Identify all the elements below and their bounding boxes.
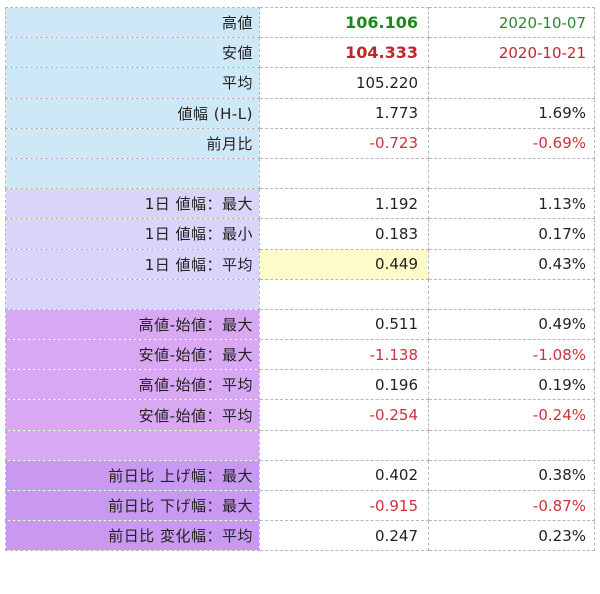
low-date-cell: 2020-10-21: [428, 37, 595, 69]
table-row: 高値 106.106 2020-10-07: [5, 6, 595, 39]
row-label: 安値: [5, 37, 260, 69]
value-cell: -0.723: [259, 127, 429, 159]
spacer-row: [5, 429, 595, 461]
percent-cell: 0.38%: [428, 459, 595, 492]
table-row: 前月比 -0.723 -0.69%: [5, 127, 595, 159]
row-label: 平均: [5, 67, 260, 99]
table-row: 高値-始値：平均 0.196 0.19%: [5, 369, 595, 401]
percent-cell: 1.13%: [428, 188, 595, 220]
row-label: 前日比 変化幅：平均: [5, 520, 260, 552]
percent-cell: 0.19%: [428, 369, 595, 401]
value-cell: [259, 157, 429, 190]
low-value-cell: 104.333: [259, 37, 429, 69]
row-label: 値幅 (H-L): [5, 97, 260, 129]
highlighted-value-cell: 0.449: [259, 248, 429, 280]
row-label: [5, 278, 260, 310]
percent-cell: 0.49%: [428, 308, 595, 341]
table-row: 前日比 上げ幅：最大 0.402 0.38%: [5, 459, 595, 492]
value-cell: 0.247: [259, 520, 429, 552]
row-label: 1日 値幅：平均: [5, 248, 260, 280]
value-cell: 1.192: [259, 188, 429, 220]
table-row: 値幅 (H-L) 1.773 1.69%: [5, 97, 595, 129]
value-cell: 0.183: [259, 218, 429, 250]
row-label: 前日比 上げ幅：最大: [5, 459, 260, 492]
value-cell: -0.915: [259, 489, 429, 522]
row-label: 安値-始値：平均: [5, 399, 260, 431]
percent-cell: -0.69%: [428, 127, 595, 159]
table-row: 前日比 下げ幅：最大 -0.915 -0.87%: [5, 489, 595, 522]
value-cell: [259, 429, 429, 461]
row-label: 1日 値幅：最大: [5, 188, 260, 220]
table-row: 安値 104.333 2020-10-21: [5, 37, 595, 69]
row-label: 前日比 下げ幅：最大: [5, 489, 260, 522]
table-row: 安値-始値：平均 -0.254 -0.24%: [5, 399, 595, 431]
percent-cell: [428, 157, 595, 190]
price-statistics-table: 高値 106.106 2020-10-07 安値 104.333 2020-10…: [5, 6, 595, 552]
table-row: 安値-始値：最大 -1.138 -1.08%: [5, 339, 595, 371]
percent-cell: 0.17%: [428, 218, 595, 250]
table-row: 1日 値幅：平均 0.449 0.43%: [5, 248, 595, 280]
percent-cell: 0.43%: [428, 248, 595, 280]
table-row: 1日 値幅：最小 0.183 0.17%: [5, 218, 595, 250]
table-row: 1日 値幅：最大 1.192 1.13%: [5, 188, 595, 220]
row-label: 高値-始値：平均: [5, 369, 260, 401]
row-label: 高値: [5, 6, 260, 39]
value-cell: 0.402: [259, 459, 429, 492]
row-label: 前月比: [5, 127, 260, 159]
table-row: 平均 105.220: [5, 67, 595, 99]
row-label: 高値-始値：最大: [5, 308, 260, 341]
row-label: [5, 157, 260, 190]
value-cell: 0.511: [259, 308, 429, 341]
value-cell: 1.773: [259, 97, 429, 129]
percent-cell: -0.87%: [428, 489, 595, 522]
value-cell: 105.220: [259, 67, 429, 99]
row-label: [5, 429, 260, 461]
value-cell: -1.138: [259, 339, 429, 371]
percent-cell: [428, 67, 595, 99]
value-cell: 0.196: [259, 369, 429, 401]
high-date-cell: 2020-10-07: [428, 6, 595, 39]
spacer-row: [5, 278, 595, 310]
row-label: 安値-始値：最大: [5, 339, 260, 371]
percent-cell: [428, 278, 595, 310]
percent-cell: 1.69%: [428, 97, 595, 129]
table-row: 高値-始値：最大 0.511 0.49%: [5, 308, 595, 341]
percent-cell: -1.08%: [428, 339, 595, 371]
value-cell: -0.254: [259, 399, 429, 431]
percent-cell: 0.23%: [428, 520, 595, 552]
percent-cell: -0.24%: [428, 399, 595, 431]
percent-cell: [428, 429, 595, 461]
row-label: 1日 値幅：最小: [5, 218, 260, 250]
value-cell: [259, 278, 429, 310]
spacer-row: [5, 157, 595, 190]
high-value-cell: 106.106: [259, 6, 429, 39]
table-row: 前日比 変化幅：平均 0.247 0.23%: [5, 520, 595, 552]
